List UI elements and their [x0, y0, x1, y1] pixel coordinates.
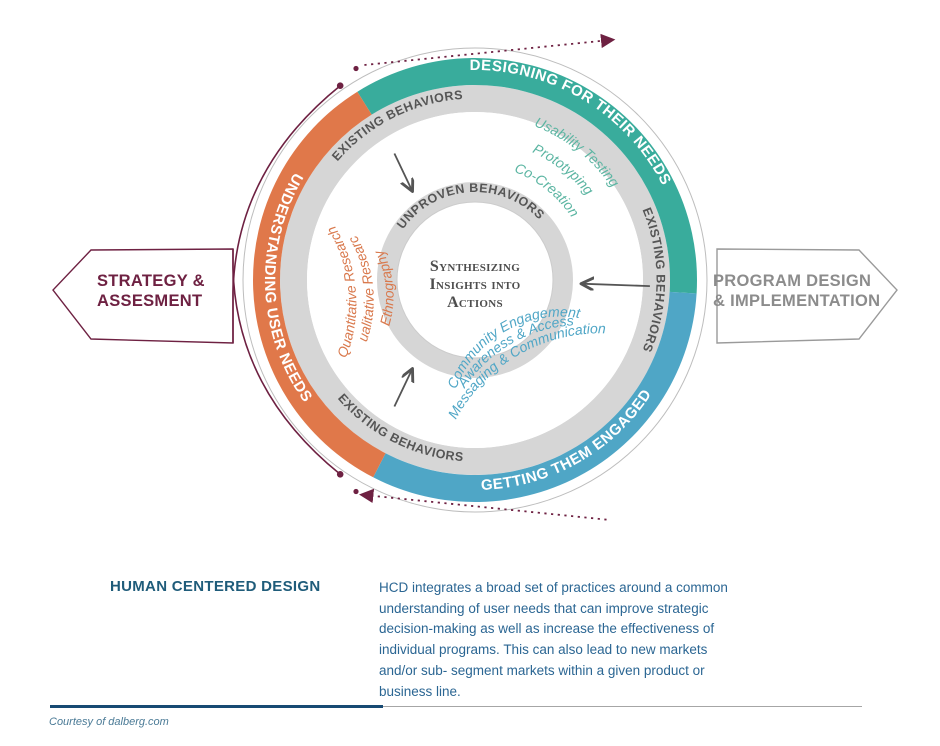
svg-text:& IMPLEMENTATION: & IMPLEMENTATION: [713, 292, 880, 310]
svg-text:STRATEGY &: STRATEGY &: [97, 272, 205, 290]
svg-text:Synthesizing: Synthesizing: [430, 258, 520, 275]
svg-text:ASSESMENT: ASSESMENT: [97, 292, 202, 310]
svg-text:Actions: Actions: [447, 294, 503, 311]
svg-text:PROGRAM DESIGN: PROGRAM DESIGN: [713, 272, 871, 290]
svg-text:Insights into: Insights into: [430, 276, 521, 293]
